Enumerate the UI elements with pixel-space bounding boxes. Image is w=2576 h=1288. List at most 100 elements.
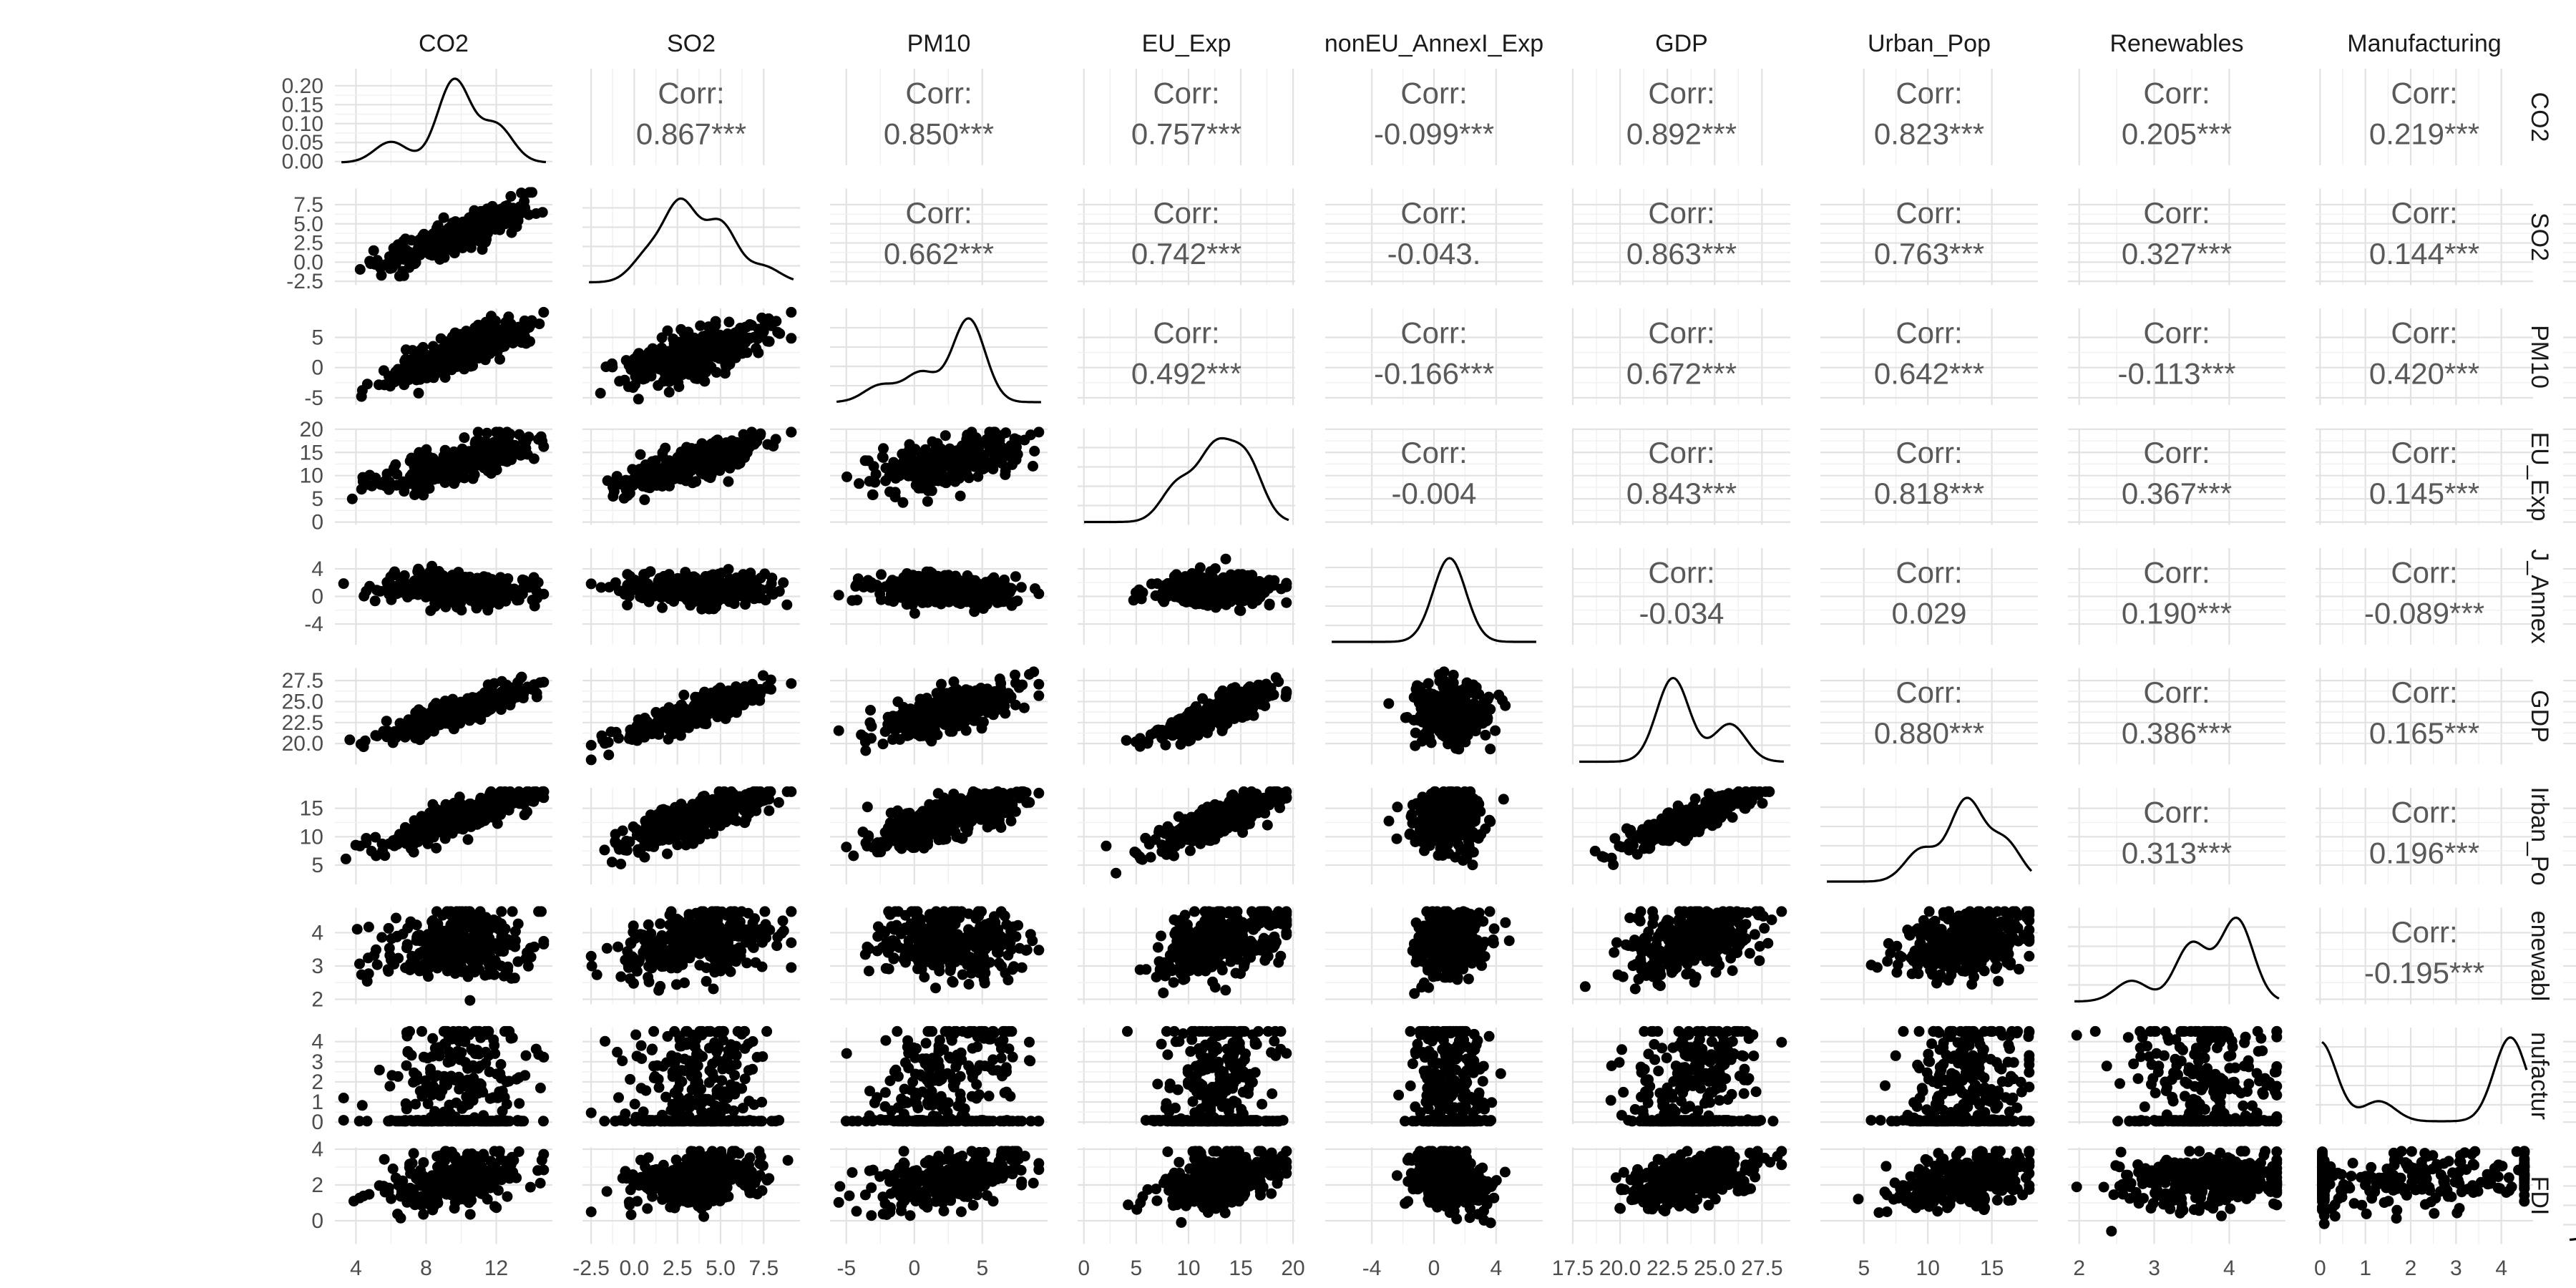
corr-label: Corr: [1896, 436, 1962, 469]
scatter-point [865, 705, 876, 716]
scatter-point [463, 233, 474, 244]
scatter-point [1194, 562, 1206, 573]
scatter-point [602, 736, 614, 748]
scatter-point [622, 490, 633, 502]
scatter-point [657, 602, 668, 613]
corr-value: 0.205*** [2122, 117, 2232, 150]
scatter-point [633, 394, 644, 405]
scatter-point [441, 452, 452, 464]
scatter-point [503, 333, 514, 345]
scatter-point [427, 341, 439, 352]
corr-label: Corr: [1648, 196, 1714, 230]
scatter-point [988, 572, 1000, 583]
scatter-point [786, 333, 797, 344]
scatter-point [417, 467, 429, 478]
panel-nonEU_AnnexI_Exp-Manufacturing: Corr: -0.089*** [2316, 548, 2533, 645]
scatter-point [371, 255, 383, 266]
panel-PM10-Renewables: Corr: -0.113*** [2068, 308, 2285, 405]
scatter-point [490, 693, 502, 705]
corr-value: 0.145*** [2369, 477, 2479, 510]
scatter-point [710, 320, 721, 331]
scatter-point [1137, 587, 1148, 598]
scatter-point [494, 324, 506, 336]
scatter-point [434, 250, 446, 262]
scatter-point [633, 348, 645, 359]
scatter-point [1220, 553, 1231, 565]
scatter-point [622, 600, 633, 611]
scatter-point [538, 306, 550, 318]
scatter-point [929, 701, 940, 712]
scatter-point [436, 591, 448, 602]
panel-GDP-CO2 [335, 668, 552, 765]
scatter-point [919, 448, 931, 459]
panel-nonEU_AnnexI_Exp-CO2 [335, 548, 552, 645]
corr-value: 0.892*** [1626, 117, 1737, 150]
scatter-point [628, 382, 639, 394]
panel-EU_Exp-Urban_Pop: Corr: 0.818*** [1820, 428, 2038, 525]
panel-PM10-Urban_Pop: Corr: 0.642*** [1820, 308, 2038, 405]
scatter-point [723, 316, 735, 328]
scatter-point [1146, 578, 1157, 590]
panel-background [582, 188, 800, 286]
panel-nonEU_AnnexI_Exp-EU_Exp [1078, 548, 1295, 645]
scatter-point [537, 207, 548, 218]
panel-CO2-SO2: Corr: 0.867*** [582, 69, 800, 165]
scatter-point [514, 201, 526, 213]
panel-EU_Exp-PM10 [830, 426, 1048, 525]
scatter-point [512, 686, 523, 698]
scatter-point [384, 484, 394, 495]
scatter-point [472, 426, 484, 438]
scatter-point [696, 707, 708, 718]
panel-GDP-EU_Exp [1078, 668, 1295, 765]
scatter-point [952, 463, 962, 474]
scatter-point [998, 577, 1010, 589]
corr-value: -0.166*** [1374, 356, 1494, 390]
scatter-point [907, 470, 918, 482]
scatter-point [605, 726, 617, 738]
corr-label: Corr: [2143, 196, 2210, 230]
scatter-point [700, 462, 711, 473]
corr-value: 0.843*** [1626, 477, 1737, 510]
scatter-point [411, 374, 422, 385]
scatter-point [1033, 690, 1045, 701]
panel-CO2-Urban_Pop: Corr: 0.823*** [1820, 69, 2038, 165]
scatter-point [1015, 582, 1027, 593]
scatter-point [370, 730, 381, 741]
scatter-point [1028, 666, 1040, 678]
scatter-point [515, 585, 527, 597]
scatter-point [585, 578, 597, 590]
scatter-point [477, 224, 489, 235]
scatter-point [480, 436, 492, 447]
scatter-point [535, 677, 546, 688]
scatter-point [1019, 434, 1030, 446]
panel-SO2-Urban_Pop: Corr: 0.763*** [1820, 188, 2038, 286]
scatter-point [968, 436, 979, 447]
scatter-point [712, 434, 723, 446]
corr-label: Corr: [1153, 196, 1219, 230]
scatter-point [945, 580, 956, 591]
scatter-point [738, 569, 749, 580]
scatter-point [682, 595, 693, 606]
scatter-point [958, 446, 969, 457]
scatter-point [470, 706, 482, 718]
corr-label: Corr: [2391, 316, 2457, 350]
scatter-point [697, 441, 708, 452]
scatter-point [409, 250, 421, 261]
panel-EU_Exp-EU_Exp [1078, 428, 1295, 525]
scatter-point [940, 477, 952, 489]
corr-label: Corr: [2143, 556, 2210, 590]
scatter-point [932, 454, 944, 465]
scatter-point [434, 468, 444, 479]
scatter-point [922, 592, 934, 603]
corr-value: 0.757*** [1131, 117, 1241, 150]
corr-value: 0.219*** [2369, 117, 2479, 150]
scatter-point [387, 250, 399, 262]
panel-PM10-GDP: Corr: 0.672*** [1571, 308, 1790, 405]
panel-PM10-Manufacturing: Corr: 0.420*** [2316, 308, 2533, 405]
corr-value: 0.029 [1891, 596, 1966, 630]
scatter-point [949, 692, 960, 703]
scatter-point [689, 585, 701, 596]
scatter-point [884, 486, 895, 497]
scatter-point [491, 464, 502, 476]
scatter-point [914, 731, 926, 742]
